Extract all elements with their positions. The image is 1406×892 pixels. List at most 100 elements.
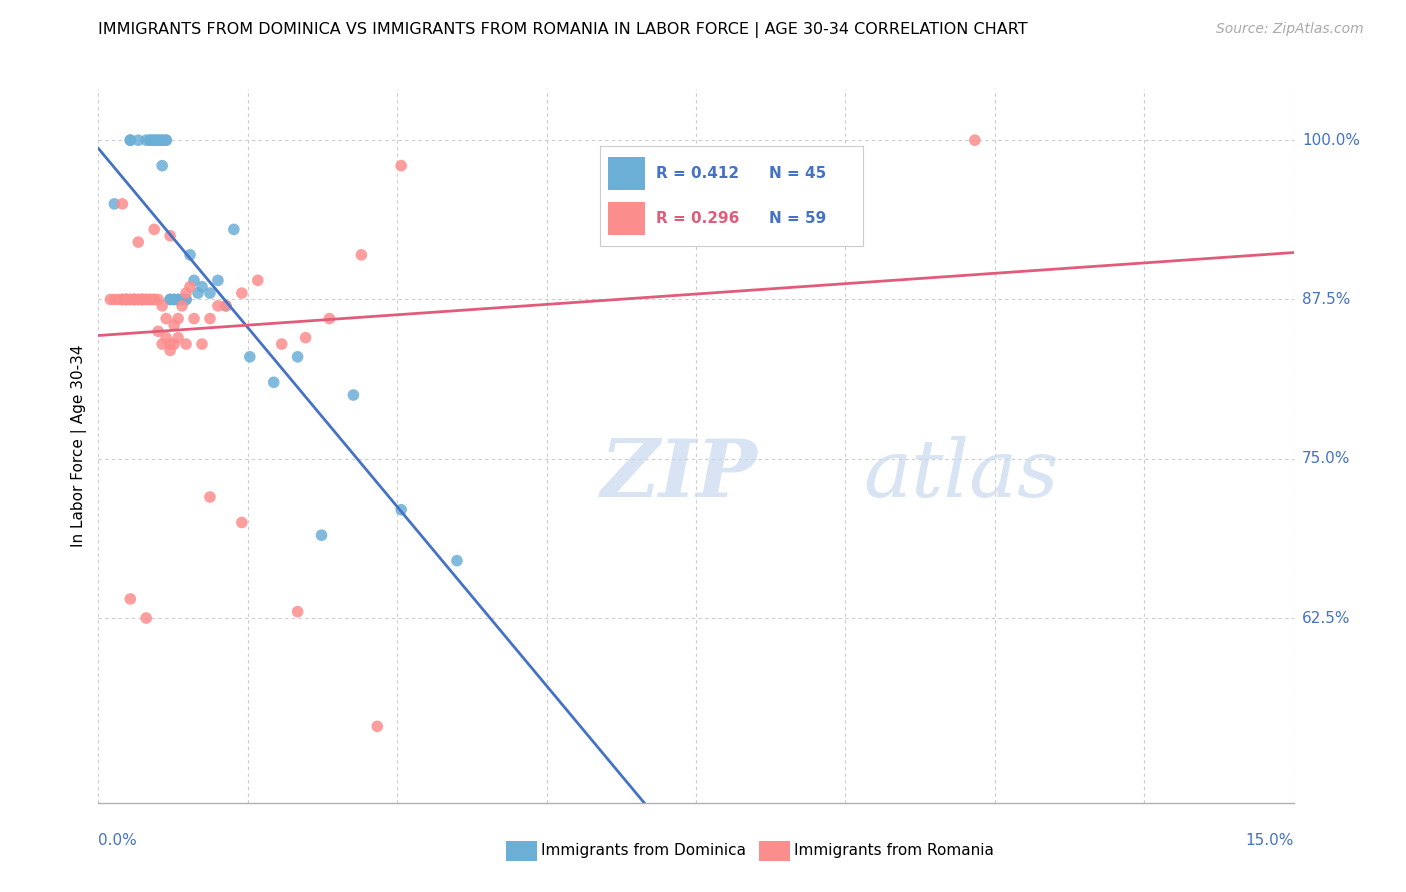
Point bbox=[167, 331, 190, 345]
Point bbox=[135, 133, 157, 147]
Point bbox=[174, 293, 197, 307]
Point bbox=[139, 293, 162, 307]
Text: Immigrants from Dominica: Immigrants from Dominica bbox=[541, 844, 747, 858]
Point bbox=[350, 248, 373, 262]
FancyBboxPatch shape bbox=[609, 202, 645, 235]
Point bbox=[120, 591, 142, 606]
Point bbox=[120, 133, 142, 147]
Point bbox=[135, 293, 157, 307]
Point bbox=[389, 502, 412, 516]
Point bbox=[963, 133, 986, 147]
Point bbox=[287, 350, 309, 364]
Point bbox=[239, 350, 262, 364]
Point bbox=[111, 293, 134, 307]
Point bbox=[179, 279, 201, 293]
Point bbox=[207, 273, 229, 287]
Point bbox=[172, 299, 194, 313]
Point bbox=[389, 159, 412, 173]
Point bbox=[115, 293, 138, 307]
Point bbox=[155, 311, 177, 326]
Text: Immigrants from Romania: Immigrants from Romania bbox=[794, 844, 994, 858]
Point bbox=[111, 197, 134, 211]
Text: IMMIGRANTS FROM DOMINICA VS IMMIGRANTS FROM ROMANIA IN LABOR FORCE | AGE 30-34 C: IMMIGRANTS FROM DOMINICA VS IMMIGRANTS F… bbox=[98, 22, 1028, 38]
Point bbox=[231, 286, 253, 301]
Point bbox=[135, 611, 157, 625]
Point bbox=[167, 311, 190, 326]
Text: 87.5%: 87.5% bbox=[1302, 292, 1350, 307]
Point bbox=[139, 133, 162, 147]
Point bbox=[115, 293, 138, 307]
Point bbox=[120, 133, 142, 147]
Point bbox=[198, 490, 221, 504]
Point bbox=[127, 293, 149, 307]
Point bbox=[115, 293, 138, 307]
Point bbox=[342, 388, 364, 402]
Point bbox=[150, 337, 173, 351]
Point bbox=[143, 293, 166, 307]
Point bbox=[191, 279, 214, 293]
Point bbox=[167, 293, 190, 307]
Point bbox=[148, 133, 170, 147]
Point bbox=[143, 222, 166, 236]
Point bbox=[183, 273, 205, 287]
Point bbox=[167, 293, 190, 307]
Point bbox=[179, 248, 201, 262]
Text: N = 45: N = 45 bbox=[769, 166, 825, 181]
Point bbox=[143, 293, 166, 307]
Text: 0.0%: 0.0% bbox=[98, 833, 138, 848]
Point bbox=[163, 293, 186, 307]
Point bbox=[124, 293, 146, 307]
Point bbox=[98, 293, 122, 307]
Point bbox=[174, 286, 197, 301]
Point bbox=[120, 293, 142, 307]
Point bbox=[174, 293, 197, 307]
Text: R = 0.412: R = 0.412 bbox=[655, 166, 738, 181]
Point bbox=[163, 337, 186, 351]
Point bbox=[172, 293, 194, 307]
Point bbox=[159, 293, 181, 307]
Point bbox=[159, 343, 181, 358]
Point bbox=[311, 528, 333, 542]
Point bbox=[215, 299, 238, 313]
Point bbox=[183, 311, 205, 326]
Point bbox=[139, 133, 162, 147]
Text: N = 59: N = 59 bbox=[769, 211, 825, 227]
Point bbox=[172, 293, 194, 307]
Point bbox=[135, 293, 157, 307]
Point bbox=[143, 133, 166, 147]
FancyBboxPatch shape bbox=[609, 157, 645, 190]
Point bbox=[131, 293, 153, 307]
Point bbox=[287, 605, 309, 619]
Text: R = 0.296: R = 0.296 bbox=[655, 211, 740, 227]
Point bbox=[103, 197, 125, 211]
Point bbox=[131, 293, 153, 307]
Point bbox=[294, 331, 316, 345]
Point bbox=[131, 293, 153, 307]
Point bbox=[127, 293, 149, 307]
Point bbox=[120, 293, 142, 307]
Point bbox=[107, 293, 129, 307]
Text: ZIP: ZIP bbox=[600, 436, 758, 513]
Text: atlas: atlas bbox=[863, 436, 1059, 513]
Point bbox=[231, 516, 253, 530]
Point bbox=[366, 719, 388, 733]
Point bbox=[163, 318, 186, 332]
Point bbox=[155, 331, 177, 345]
Point bbox=[124, 293, 146, 307]
Point bbox=[159, 228, 181, 243]
Point bbox=[159, 293, 181, 307]
Point bbox=[150, 299, 173, 313]
Point bbox=[318, 311, 340, 326]
Point bbox=[246, 273, 269, 287]
Text: Source: ZipAtlas.com: Source: ZipAtlas.com bbox=[1216, 22, 1364, 37]
Point bbox=[155, 133, 177, 147]
Point bbox=[148, 133, 170, 147]
Point bbox=[215, 299, 238, 313]
Point bbox=[174, 337, 197, 351]
Text: 62.5%: 62.5% bbox=[1302, 610, 1350, 625]
Point bbox=[263, 376, 285, 390]
Point bbox=[148, 293, 170, 307]
Text: 15.0%: 15.0% bbox=[1246, 833, 1294, 848]
Point bbox=[111, 293, 134, 307]
Point bbox=[270, 337, 292, 351]
